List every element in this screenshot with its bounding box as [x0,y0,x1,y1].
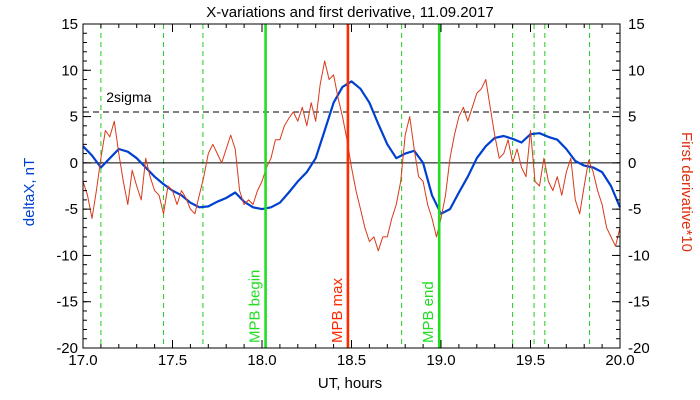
series-deltaX-line [82,80,622,215]
x-tick-label-2: 18.0 [247,352,276,369]
x-tick-label-0: 17.0 [68,352,97,369]
y-tick-label-right-1: -15 [628,294,650,311]
x-tick-label-6: 20.0 [605,352,634,369]
vline-label-2: MPB end [420,281,437,343]
vline-label-0: MPB begin [247,270,264,343]
series-derivative-line [82,60,621,252]
y-tick-label-right-6: 10 [628,62,645,79]
axes-group: 17.0 17.5 18.0 18.5 19.0 19.5 20.0-20 -20-15 -15… [56,16,649,369]
y-axis-label-right: First derivative*10 [678,132,695,252]
y-tick-label-left-4: 0 [70,155,78,172]
y-tick-label-left-0: -20 [56,340,78,357]
chart-title: X-variations and first derivative, 11.09… [206,4,493,21]
y-tick-label-left-6: 10 [61,62,78,79]
y-axis-label-left: deltaX, nT [21,158,38,226]
x-tick-label-3: 18.5 [337,352,366,369]
vline-label-1: MPB max [329,277,346,343]
y-tick-label-right-2: -10 [628,247,650,264]
y-tick-label-left-7: 15 [61,16,78,33]
x-tick-label-4: 19.0 [426,352,455,369]
x-tick-label-5: 19.5 [516,352,545,369]
sigma-group: 2sigma [83,89,620,164]
sigma-label: 2sigma [106,89,151,105]
y-tick-label-left-5: 5 [70,109,78,126]
y-tick-label-right-3: -5 [628,201,641,218]
x-axis-label: UT, hours [318,375,382,392]
y-tick-label-right-7: 15 [628,16,645,33]
y-tick-label-left-2: -10 [56,247,78,264]
x-tick-label-1: 17.5 [158,352,187,369]
y-tick-label-left-1: -15 [56,294,78,311]
y-tick-label-right-4: 0 [628,155,636,172]
marker-lines [100,24,591,348]
y-tick-label-right-0: -20 [628,340,650,357]
series-group [82,24,622,348]
y-tick-label-right-5: 5 [628,109,636,126]
vertical-line-labels: MPB begin MPB max MPB end [247,270,438,343]
y-tick-label-left-3: -5 [65,201,78,218]
